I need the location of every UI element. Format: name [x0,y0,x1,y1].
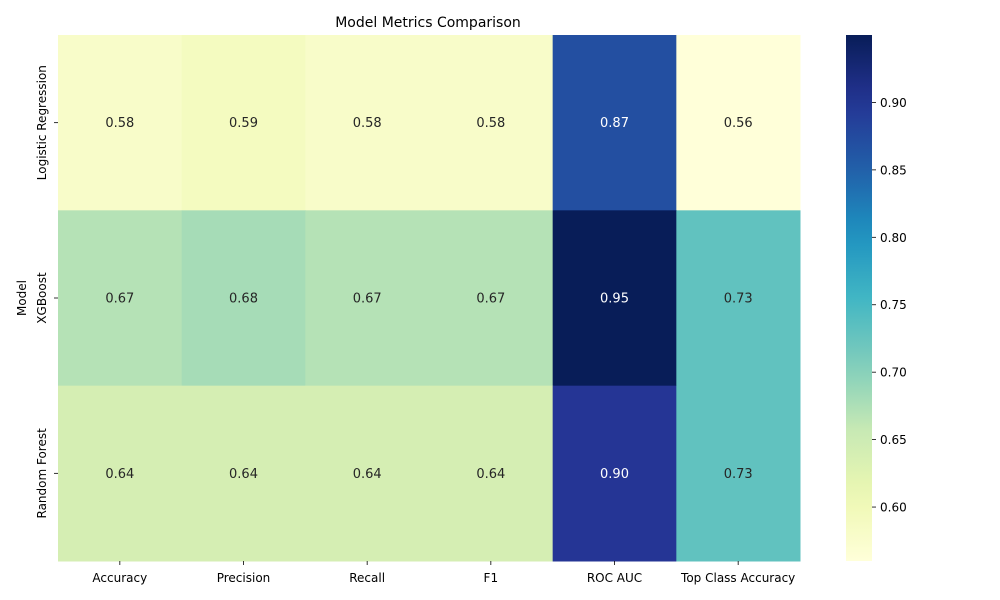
colorbar-tick-label: 0.90 [880,96,907,110]
chart-title: Model Metrics Comparison [335,15,521,31]
colorbar-tick-label: 0.75 [880,298,907,312]
cell-value-label: 0.68 [229,292,258,307]
heatmap-cell [181,210,306,387]
heatmap-cell [552,210,677,387]
y-tick-label: Random Forest [35,428,49,519]
y-axis-label: Model [15,280,29,316]
cell-value-label: 0.87 [600,116,629,131]
colorbar-tick-label: 0.80 [880,231,907,245]
x-axis-ticks: Accuracy Precision Recall F1 ROC AUC Top Clas… [92,561,795,585]
heatmap-cell [676,35,801,211]
cell-value-label: 0.64 [105,467,134,482]
heatmap-cell [676,385,801,562]
heatmap-cell [58,385,183,562]
x-tick-label: Precision [217,571,271,585]
heatmap-cell [181,385,306,562]
heatmap-cell [305,35,430,211]
x-tick-label: F1 [484,571,499,585]
cell-value-label: 0.67 [105,292,134,307]
heatmap-cell [429,385,554,562]
cell-value-label: 0.58 [105,116,134,131]
heatmap-cell [552,35,677,211]
heatmap-cell [305,210,430,387]
y-axis-ticks: Logistic Regression XGBoost Random Forest [35,65,58,518]
cell-value-label: 0.58 [353,116,382,131]
cell-value-label: 0.64 [229,467,258,482]
cell-value-label: 0.58 [476,116,505,131]
cell-value-label: 0.67 [353,292,382,307]
heatmap-cell [58,210,183,387]
heatmap-cell [181,35,306,211]
cell-value-label: 0.67 [476,292,505,307]
colorbar-tick-label: 0.70 [880,366,907,380]
cell-value-label: 0.95 [600,292,629,307]
heatmap-cells: 0.58 0.59 0.58 0.58 0.87 0.56 0.67 0.68 0.67 0.67… [58,35,801,562]
heatmap-cell [552,385,677,562]
cell-value-label: 0.90 [600,467,629,482]
heatmap-cell [676,210,801,387]
x-tick-label: ROC AUC [587,571,642,585]
heatmap-cell [429,210,554,387]
cell-value-label: 0.73 [724,292,753,307]
heatmap-cell [429,35,554,211]
y-tick-label: XGBoost [35,272,49,324]
colorbar-tick-label: 0.85 [880,163,907,177]
cell-value-label: 0.73 [724,467,753,482]
heatmap-cell [305,385,430,562]
cell-value-label: 0.56 [724,116,753,131]
y-tick-label: Logistic Regression [35,65,49,180]
colorbar-gradient [846,35,872,561]
cell-value-label: 0.59 [229,116,258,131]
colorbar-tick-label: 0.65 [880,433,907,447]
colorbar: 0.60 0.65 0.70 0.75 0.80 0.85 0.90 [846,35,907,561]
x-tick-label: Top Class Accuracy [680,571,795,585]
x-tick-label: Recall [349,571,385,585]
x-tick-label: Accuracy [92,571,147,585]
heatmap-cell [58,35,183,211]
cell-value-label: 0.64 [476,467,505,482]
colorbar-tick-label: 0.60 [880,501,907,515]
cell-value-label: 0.64 [353,467,382,482]
